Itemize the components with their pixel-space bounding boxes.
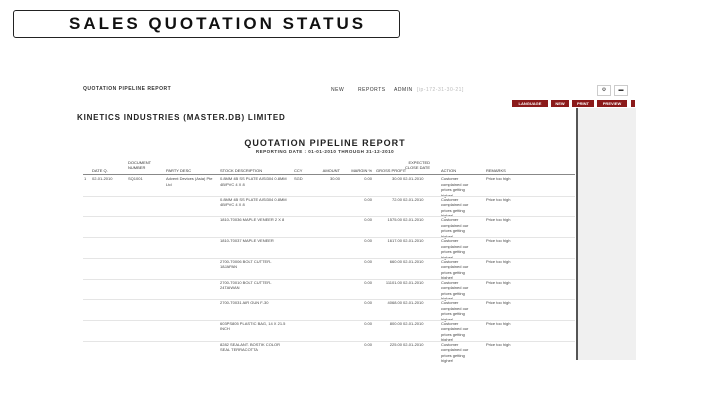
slide-title-box: SALES QUOTATION STATUS [13, 10, 400, 38]
cell-ccy: SGD [294, 176, 303, 181]
row-divider [83, 319, 575, 321]
cell-gp: 1617.00 [387, 238, 402, 244]
cell-action: Customer complained our prices getting h… [441, 217, 469, 239]
report-title: QUOTATION PIPELINE REPORT [244, 138, 406, 148]
cell-margin: 0.00 [364, 258, 372, 264]
cell-remarks: Price too high [486, 238, 511, 244]
th-gp: GROSS PROFIT [376, 168, 407, 173]
cell-stock: 2700-T0010 BOLT CUTTER-24TAIWAN [220, 279, 272, 291]
row-divider [83, 237, 575, 239]
cell-close: 02-01-2010 [403, 320, 424, 326]
cell-close: 02-01-2010 [403, 217, 424, 223]
preview-button[interactable]: PREVIEW [597, 100, 627, 107]
row-divider [83, 340, 575, 342]
cell-margin: 0.00 [364, 176, 372, 181]
th-date: DATE Q. [92, 168, 108, 173]
cell-action: Customer complained our prices getting h… [441, 341, 469, 364]
cell-action: Customer complained our prices getting h… [441, 300, 469, 322]
cell-stock: 0.8MM 4B SS PLATE AISI304 0.8MM 4B/PVC 4… [220, 176, 287, 187]
cell-amount: 30.00 [329, 176, 340, 181]
th-action: ACTION [441, 168, 457, 173]
cell-stock: 1810-T0036 MAPLE VENEER 2 X 8 [220, 217, 285, 223]
cell-stock: 0.8MM 4B SS PLATE AISI304 0.8MM 4B/PVC 4… [220, 196, 287, 208]
cell-margin: 0.00 [364, 238, 372, 244]
cell-no: 1 [84, 176, 87, 181]
cell-margin: 0.00 [364, 196, 372, 202]
cell-remarks: Price too high [486, 279, 511, 285]
cell-action: Customer complained our prices getting h… [441, 320, 469, 343]
cell-gp: 225.00 [389, 341, 402, 347]
host-label: [ip-172-31-30-21] [417, 87, 464, 93]
cell-stock: 603PS805 PLASTIC BAG, 14 X 21.5 INCH [220, 320, 286, 332]
nav-admin[interactable]: ADMIN [394, 87, 413, 93]
nav-new[interactable]: NEW [331, 87, 345, 93]
header-divider [83, 174, 575, 175]
cell-close: 02-01-2010 [403, 258, 424, 264]
language-button[interactable]: LANGUAGE [512, 100, 548, 107]
th-ccy: CCY [294, 168, 303, 173]
cell-doc: SQ1001 [128, 176, 143, 181]
cell-margin: 0.00 [364, 279, 372, 285]
row-divider [83, 278, 575, 280]
cell-close: 02-01-2010 [403, 196, 424, 202]
cell-gp: 1575.00 [387, 217, 402, 223]
cell-date: 02-01-2010 [92, 176, 113, 181]
th-close: EXPECTED CLOSE DATE [404, 160, 430, 170]
slide-title: SALES QUOTATION STATUS [69, 14, 367, 33]
cell-margin: 0.00 [364, 341, 372, 347]
cell-stock: 2700-T0006 BOLT CUTTER-18JAPAN [220, 258, 272, 270]
cell-gp: 800.00 [389, 320, 402, 326]
side-panel [576, 108, 636, 360]
cell-gp: 72.00 [391, 196, 402, 202]
cell-remarks: Price too high [486, 217, 511, 223]
th-remarks: REMARKS [486, 168, 506, 173]
cell-close: 02-01-2010 [403, 341, 424, 347]
cell-action: Customer complained our prices getting h… [441, 238, 469, 260]
print-button[interactable]: PRINT [572, 100, 594, 107]
more-button[interactable] [631, 100, 635, 107]
cell-remarks: Price too high [486, 341, 511, 347]
cell-close: 02-01-2010 [403, 176, 424, 181]
nav-reports[interactable]: REPORTS [358, 87, 386, 93]
chat-icon[interactable]: ▬ [614, 85, 628, 96]
th-amount: AMOUNT [322, 168, 340, 173]
row-divider [83, 216, 575, 218]
cell-gp: 30.00 [391, 176, 402, 181]
cell-gp: 11101.00 [385, 279, 402, 285]
cell-remarks: Price too high [486, 258, 511, 264]
cell-margin: 0.00 [364, 217, 372, 223]
row-divider [83, 299, 575, 301]
cell-stock: 1810-T0037 MAPLE VENEER [220, 238, 274, 244]
cell-action: Customer complained our prices getting h… [441, 196, 469, 219]
cell-margin: 0.00 [364, 300, 372, 306]
cell-gp: 660.00 [389, 258, 402, 264]
cell-close: 02-01-2010 [403, 279, 424, 285]
th-party: PARTY DESC [166, 168, 192, 173]
cell-remarks: Price too high [486, 300, 511, 306]
report-subtitle: REPORTING DATE : 01-01-2010 THROUGH 31-1… [255, 149, 395, 154]
th-doc: DOCUMENT NUMBER [128, 160, 152, 170]
cell-remarks: Price too high [486, 176, 511, 181]
cell-action: Customer complained our prices getting h… [441, 176, 469, 198]
cell-action: Customer complained our prices getting h… [441, 279, 469, 302]
company-name: KINETICS INDUSTRIES (MASTER.DB) LIMITED [77, 113, 286, 122]
row-divider [83, 257, 575, 259]
cell-margin: 0.00 [364, 320, 372, 326]
gears-icon[interactable]: ⚙ [597, 85, 611, 96]
app-window: QUOTATION PIPELINE REPORT NEW REPORTS AD… [75, 78, 636, 363]
cell-action: Customer complained our prices getting h… [441, 258, 469, 281]
cell-stock: 2700-T0031 AIR GUN F-30 [220, 300, 269, 306]
cell-close: 02-01-2010 [403, 300, 424, 306]
cell-remarks: Price too high [486, 196, 511, 202]
cell-close: 02-01-2010 [403, 238, 424, 244]
th-stock: STOCK DESCRIPTION [220, 168, 263, 173]
cell-gp: 4068.00 [387, 300, 402, 306]
cell-stock: 8282 SEALANT. BOSTIK COLOR SEAL TERRACOT… [220, 341, 281, 353]
cell-remarks: Price too high [486, 320, 511, 326]
new-button[interactable]: NEW [551, 100, 569, 107]
header-title: QUOTATION PIPELINE REPORT [83, 86, 172, 92]
cell-party: Advent Devices (Asia) Pte Ltd [166, 176, 213, 187]
row-divider [83, 195, 575, 197]
th-margin: MARGIN % [351, 168, 372, 173]
